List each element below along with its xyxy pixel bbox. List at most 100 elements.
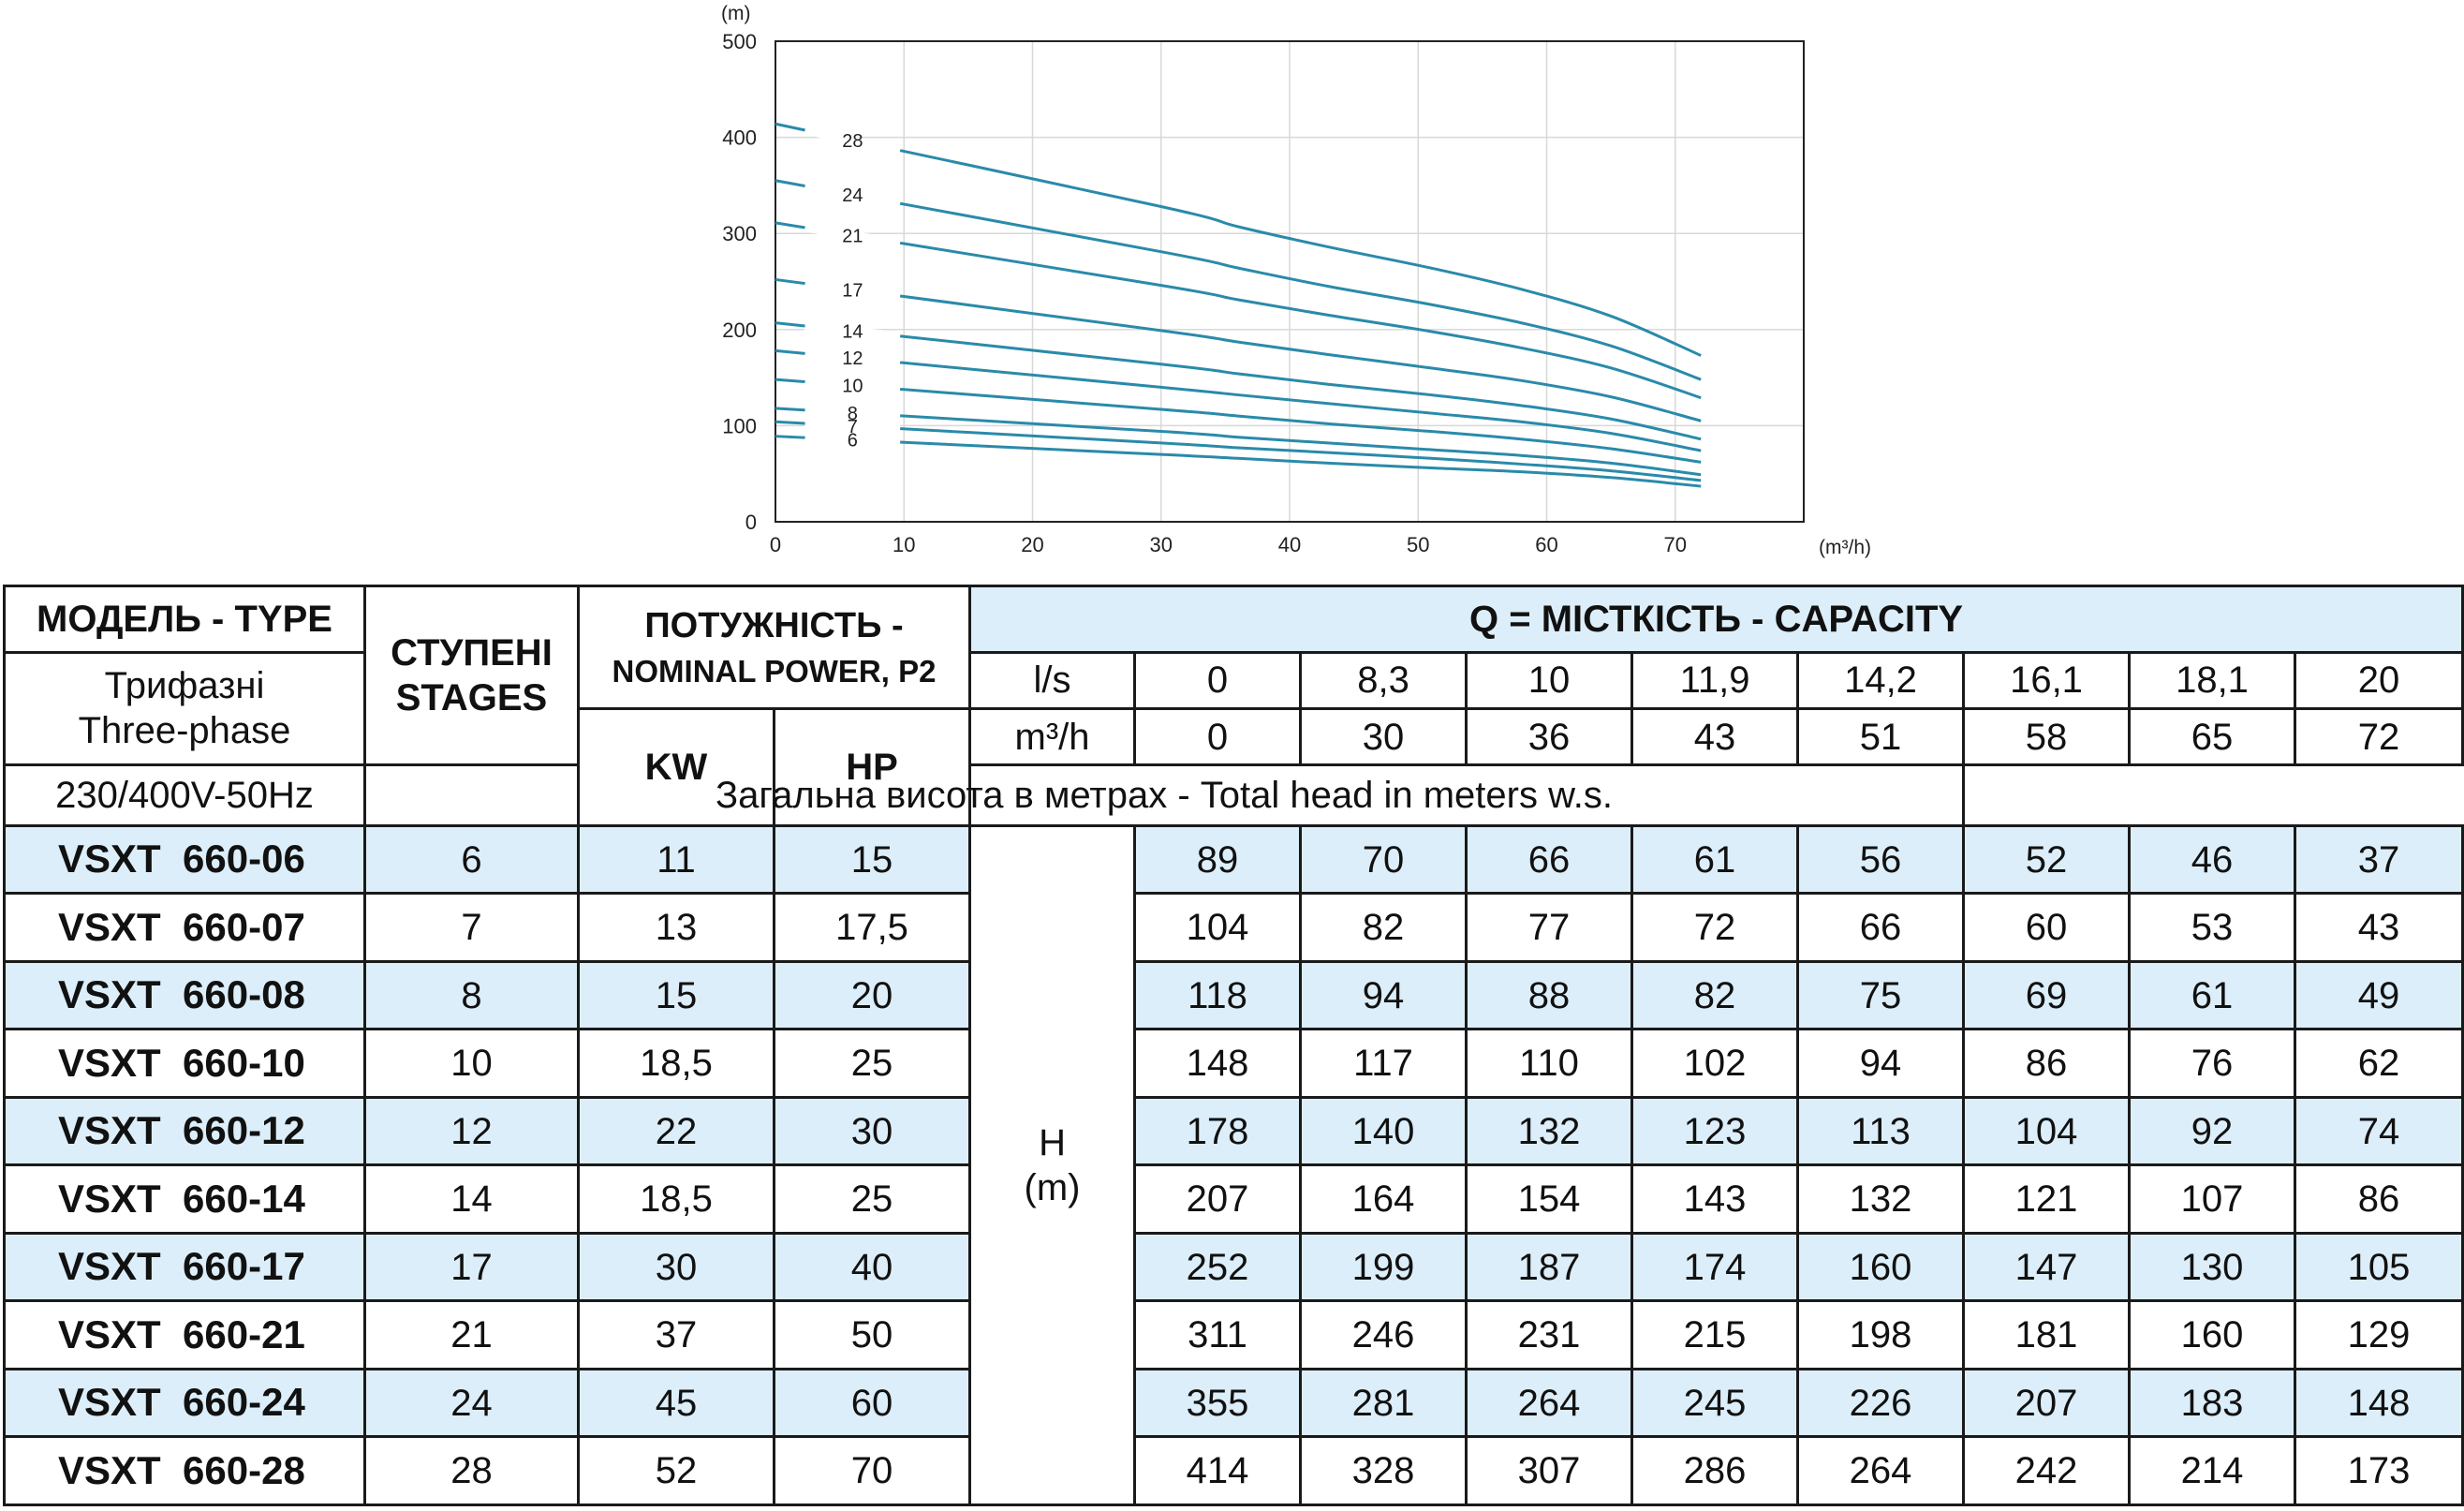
head-value: 187 [1465,1231,1634,1303]
table-row: VSXT 660-08 8 15 20 118 94 88 82 75 69 61 49 [3,959,2464,1031]
series-label-gap [804,321,901,341]
head-value: 66 [1796,892,1966,963]
m3h-value: 72 [2294,706,2464,767]
head-value: 69 [1962,959,2132,1031]
x-tick-label: 10 [893,533,915,556]
head-value: 70 [1299,823,1468,896]
table-row: VSXT 660-07 7 13 17,5 104 82 77 72 66 60 53 43 [3,892,2464,963]
m3h-value: 43 [1630,706,1800,767]
kw-cell: 11 [577,823,775,896]
head-value: 121 [1962,1163,2132,1235]
series-label: 17 [842,280,863,301]
head-value: 37 [2294,823,2464,896]
head-value: 181 [1962,1299,2132,1370]
m3h-value: 30 [1299,706,1468,767]
m3h-value: 36 [1465,706,1634,767]
ls-value: 0 [1133,650,1303,710]
stages-cell: 8 [363,959,580,1031]
m3h-label: m³/h [968,706,1137,767]
hp-cell: 40 [772,1231,972,1303]
y-tick-label: 200 [722,318,757,342]
head-value: 94 [1299,959,1468,1031]
model-cell: VSXT 660-28 [3,1435,366,1506]
phase-cell: Трифазні Three-phase [3,650,366,767]
kw-cell: 18,5 [577,1163,775,1235]
pump-spec-table: МОДЕЛЬ - TYPE СТУПЕНІ STAGES ПОТУЖНІСТЬ … [3,584,2464,1507]
head-value: 117 [1299,1028,1468,1099]
series-label-gap [804,433,901,447]
head-value: 46 [2128,823,2297,896]
table-row: VSXT 660-06 6 11 15 H (m) 89 70 66 61 56 52 46 37 [3,823,2464,1507]
head-value: 86 [1962,1028,2132,1099]
series-line [775,122,1702,357]
series-label-gap [804,279,901,301]
head-value: 52 [1962,823,2132,896]
head-value: 140 [1299,1095,1468,1167]
m3h-value: 65 [2128,706,2297,767]
head-value: 226 [1796,1367,1966,1439]
head-value: 118 [1133,959,1303,1031]
series-label: 21 [842,226,863,246]
head-value: 110 [1465,1028,1634,1099]
series-line [775,179,1702,381]
series-line [775,348,1702,452]
stages-cell: 6 [363,823,580,896]
head-value: 43 [2294,892,2464,963]
head-value: 66 [1465,823,1634,896]
head-value: 113 [1796,1095,1966,1167]
head-value: 286 [1630,1435,1800,1506]
y-tick-label: 100 [722,414,757,437]
head-value: 414 [1133,1435,1303,1506]
head-value: 72 [1630,892,1800,963]
head-value: 61 [2128,959,2297,1031]
series-line [775,221,1702,400]
kw-cell: 15 [577,959,775,1031]
head-value: 88 [1465,959,1634,1031]
head-value: 245 [1630,1367,1800,1439]
model-header: МОДЕЛЬ - TYPE [3,585,366,654]
head-value: 199 [1299,1231,1468,1303]
stages-cell: 14 [363,1163,580,1235]
head-value: 242 [1962,1435,2132,1506]
series-label: 28 [842,131,863,152]
head-value: 231 [1465,1299,1634,1370]
ls-label: l/s [968,650,1137,710]
head-value: 148 [1133,1028,1303,1099]
head-value: 123 [1630,1095,1800,1167]
head-value: 60 [1962,892,2132,963]
table-row: VSXT 660-21 21 37 50 311 246 231 215 198 181 160 12… [3,1299,2464,1370]
head-value: 164 [1299,1163,1468,1235]
pump-curve-chart: 0 10 20 30 40 50 60 70 0 100 200 300 400 500 (m³/h) (m)… [721,3,1871,558]
hp-cell: 25 [772,1028,972,1099]
head-value: 264 [1796,1435,1966,1506]
series-label: 6 [848,431,858,452]
plot-frame [775,40,1805,523]
head-value: 56 [1796,823,1966,896]
model-cell: VSXT 660-17 [3,1231,366,1303]
head-value: 154 [1465,1163,1634,1235]
m3h-value: 58 [1962,706,2132,767]
series-label: 10 [842,377,863,397]
stages-ua: СТУПЕНІ [391,632,553,674]
head-value: 94 [1796,1028,1966,1099]
head-value: 82 [1299,892,1468,963]
head-value: 174 [1630,1231,1800,1303]
head-value: 104 [1133,892,1303,963]
table-row: VSXT 660-10 10 18,5 25 148 117 110 102 94 86 76 62 [3,1028,2464,1099]
y-tick-label: 400 [722,126,757,150]
stages-cell: 28 [363,1435,580,1506]
kw-cell: 45 [577,1367,775,1439]
head-value: 207 [1133,1163,1303,1235]
stages-cell: 12 [363,1095,580,1167]
table-row: VSXT 660-14 14 18,5 25 207 164 154 143 132 121 107… [3,1163,2464,1235]
table-row: VSXT 660-12 12 22 30 178 140 132 123 113 104 92 74 [3,1095,2464,1167]
head-value: 143 [1630,1163,1800,1235]
x-tick-label: 20 [1021,533,1043,556]
head-value: 53 [2128,892,2297,963]
head-value: 92 [2128,1095,2297,1167]
y-tick-label: 500 [722,30,757,53]
y-tick-label: 0 [745,511,757,534]
head-value: 252 [1133,1231,1303,1303]
x-tick-label: 70 [1664,533,1687,556]
hp-cell: 30 [772,1095,972,1167]
